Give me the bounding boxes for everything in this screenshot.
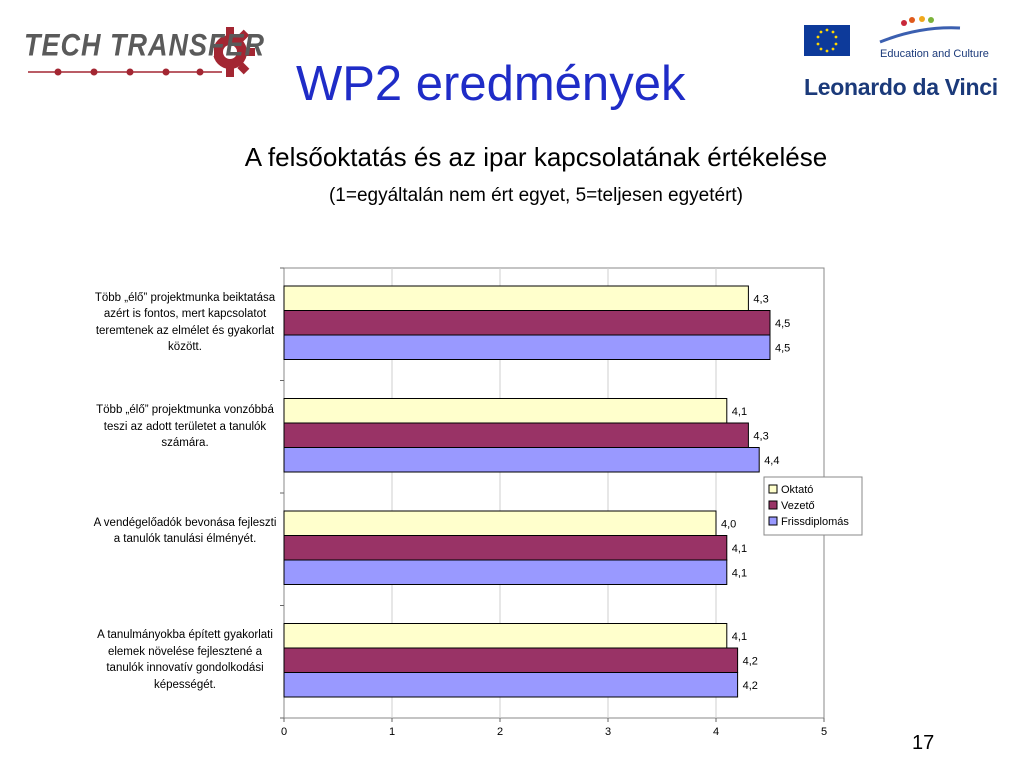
category-label: Több „élő” projektmunka vonzóbbá teszi a… (96, 404, 274, 450)
bar (283, 510, 717, 536)
data-label: 4,5 (775, 342, 790, 354)
data-label: 4,5 (775, 318, 790, 330)
page-title: WP2 eredmények (296, 57, 686, 111)
logo-text: TECH TRANSFER (24, 27, 265, 63)
chart-subtitle: A felsőoktatás és az ipar kapcsolatának … (244, 142, 828, 172)
data-label: 4,1 (732, 406, 747, 418)
legend-swatch (768, 500, 778, 510)
x-tick-label: 0 (281, 726, 287, 738)
data-label: 4,1 (732, 631, 747, 643)
bar (283, 672, 739, 698)
x-tick-label: 2 (497, 726, 503, 738)
x-tick-label: 5 (821, 726, 827, 738)
category-label: Több „élő” projektmunka beiktatása azért… (94, 291, 276, 354)
ldv-swoosh-icon (879, 16, 961, 44)
bar (283, 285, 749, 311)
gear-icon (28, 27, 255, 77)
data-label: 4,2 (743, 680, 758, 692)
data-label: 4,3 (753, 430, 768, 442)
leonardo-logo: Education and Culture Leonardo da Vinci (800, 14, 1010, 104)
category-label: A tanulmányokba épített gyakorlati eleme… (97, 629, 273, 691)
eu-flag-icon (804, 16, 961, 56)
legend-label: Frissdiplomás (781, 516, 849, 528)
data-label: 4,0 (721, 518, 736, 530)
data-label: 4,3 (753, 293, 768, 305)
legend-swatch (768, 484, 778, 494)
legend-box (763, 476, 863, 536)
bar (283, 535, 728, 561)
legend-swatch (768, 516, 778, 526)
scale-note: (1=egyáltalán nem ért egyet, 5=teljesen … (328, 185, 744, 206)
x-tick-label: 4 (713, 726, 719, 738)
bar (283, 623, 728, 649)
x-tick-label: 1 (389, 726, 395, 738)
legend-label: Vezető (781, 500, 815, 512)
bar (283, 447, 760, 473)
program-label: Education and Culture (880, 48, 989, 60)
data-label: 4,2 (743, 655, 758, 667)
page-number: 17 (912, 732, 935, 754)
tech-transfer-logo: TECH TRANSFER (22, 24, 264, 82)
legend-label: Oktató (781, 484, 813, 496)
bar (283, 334, 771, 360)
x-tick-label: 3 (605, 726, 611, 738)
category-label: A vendégelőadók bevonása fejleszti a tan… (93, 516, 277, 546)
bar (283, 647, 739, 673)
data-label: 4,4 (764, 455, 779, 467)
bar (283, 310, 771, 336)
data-label: 4,1 (732, 543, 747, 555)
bar (283, 398, 728, 424)
data-label: 4,1 (732, 567, 747, 579)
program-name: Leonardo da Vinci (804, 74, 998, 100)
bar (283, 422, 749, 448)
bar (283, 559, 728, 585)
